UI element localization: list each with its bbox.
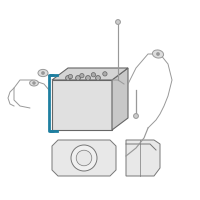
Ellipse shape (38, 69, 48, 77)
Polygon shape (126, 140, 160, 176)
Circle shape (71, 145, 97, 171)
Circle shape (134, 114, 138, 118)
Circle shape (96, 76, 100, 80)
Circle shape (91, 73, 96, 77)
Circle shape (103, 72, 107, 76)
Circle shape (116, 20, 120, 24)
Polygon shape (52, 68, 128, 80)
Polygon shape (52, 80, 112, 130)
Circle shape (33, 82, 35, 84)
Circle shape (68, 74, 73, 79)
Circle shape (156, 52, 160, 56)
Circle shape (76, 150, 92, 166)
Circle shape (41, 71, 45, 75)
Circle shape (66, 76, 70, 80)
Circle shape (76, 76, 80, 80)
Ellipse shape (30, 80, 38, 86)
Polygon shape (52, 140, 116, 176)
Ellipse shape (152, 50, 164, 58)
Circle shape (86, 76, 90, 80)
Polygon shape (112, 68, 128, 130)
Circle shape (80, 73, 84, 78)
